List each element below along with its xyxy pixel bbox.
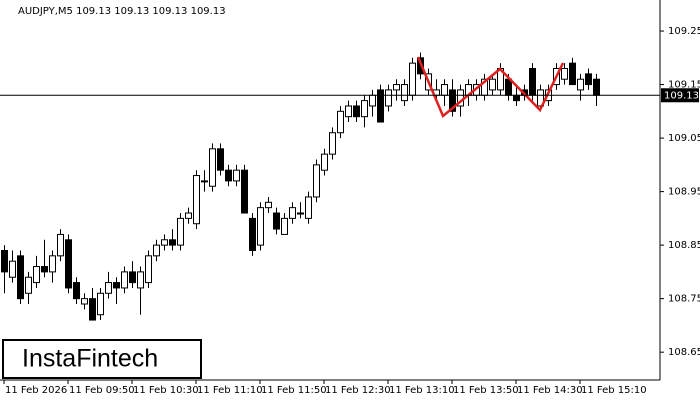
- candle-body: [337, 110, 344, 134]
- candle-body: [281, 217, 288, 235]
- candle-body: [233, 169, 240, 182]
- candle-body: [297, 212, 304, 215]
- candle-body: [217, 148, 224, 171]
- x-tick-label: 11 Feb 12:30: [325, 385, 391, 396]
- candle-body: [177, 217, 184, 246]
- candle-body: [97, 292, 104, 316]
- candle-body: [209, 148, 216, 187]
- price-box: [661, 88, 699, 103]
- candle-body: [153, 244, 160, 257]
- x-tick-label: 11 Feb 09:50: [69, 385, 135, 396]
- candle-body: [313, 164, 320, 198]
- candle-body: [121, 271, 128, 289]
- price-label: 109.13: [664, 90, 699, 101]
- candle-body: [9, 260, 16, 278]
- candle-body: [129, 271, 136, 284]
- x-tick-label: 11 Feb 10:30: [133, 385, 199, 396]
- y-tick-label: 108.85: [668, 240, 700, 251]
- candle-body: [25, 276, 32, 294]
- candle-body: [73, 282, 80, 300]
- candle-body: [289, 207, 296, 219]
- candle-body: [145, 255, 152, 284]
- candle-body: [161, 239, 168, 246]
- candle-body: [529, 68, 536, 96]
- candle-body: [1, 249, 8, 273]
- candle-body: [329, 132, 336, 155]
- candle-body: [393, 84, 400, 91]
- x-tick-label: 11 Feb 14:30: [517, 385, 583, 396]
- candle-body: [441, 84, 448, 96]
- x-tick-label: 11 Feb 13:50: [453, 385, 519, 396]
- candle-body: [369, 94, 376, 107]
- candle-body: [225, 169, 232, 182]
- y-tick-label: 108.75: [668, 294, 700, 305]
- y-tick-label: 108.95: [668, 187, 700, 198]
- y-tick-label: 109.05: [668, 133, 700, 144]
- candle-body: [249, 217, 256, 251]
- candle-body: [241, 169, 248, 214]
- pattern-line: [416, 56, 565, 119]
- candle-body: [169, 239, 176, 246]
- candle-body: [537, 89, 544, 107]
- candle-body: [113, 282, 120, 289]
- candle-body: [377, 89, 384, 123]
- candle-body: [17, 255, 24, 300]
- candle-body: [569, 62, 576, 86]
- candle-body: [585, 73, 592, 86]
- candle-body: [305, 196, 312, 219]
- candle-body: [401, 84, 408, 102]
- candle-body: [561, 68, 568, 80]
- candle-body: [593, 78, 600, 96]
- y-tick-label: 109.25: [668, 26, 700, 37]
- logo: InstaFintech: [22, 345, 158, 373]
- candle-body: [385, 89, 392, 107]
- candle-body: [449, 89, 456, 112]
- candle-body: [257, 207, 264, 246]
- candle-body: [105, 282, 112, 294]
- candle-body: [201, 180, 208, 183]
- candle-body: [33, 266, 40, 284]
- candle-body: [185, 212, 192, 219]
- y-tick-label: 108.65: [668, 347, 700, 358]
- x-tick-label: 11 Feb 2026: [5, 385, 67, 396]
- candle-body: [321, 153, 328, 171]
- candle-body: [345, 105, 352, 118]
- candle-body: [409, 62, 416, 96]
- candle-body: [361, 100, 368, 118]
- candle-body: [65, 239, 72, 289]
- candle-body: [513, 94, 520, 102]
- candle-body: [273, 212, 280, 230]
- candle-body: [265, 201, 272, 209]
- candle-body: [137, 271, 144, 289]
- x-tick-label: 11 Feb 11:10: [197, 385, 263, 396]
- candle-body: [81, 298, 88, 305]
- candle-body: [41, 266, 48, 273]
- x-tick-label: 11 Feb 13:10: [389, 385, 455, 396]
- candle-body: [57, 233, 64, 257]
- candle-body: [489, 78, 496, 91]
- candle-body: [353, 105, 360, 118]
- x-tick-label: 11 Feb 11:50: [261, 385, 327, 396]
- candle-body: [49, 255, 56, 273]
- candle-body: [193, 175, 200, 225]
- logo-box: [2, 339, 202, 379]
- candle-body: [89, 298, 96, 321]
- candle-body: [577, 78, 584, 91]
- chart-title: AUDJPY,M5 109.13 109.13 109.13 109.13: [18, 6, 226, 17]
- x-tick-label: 11 Feb 15:10: [581, 385, 647, 396]
- y-tick-label: 109.15: [668, 80, 700, 91]
